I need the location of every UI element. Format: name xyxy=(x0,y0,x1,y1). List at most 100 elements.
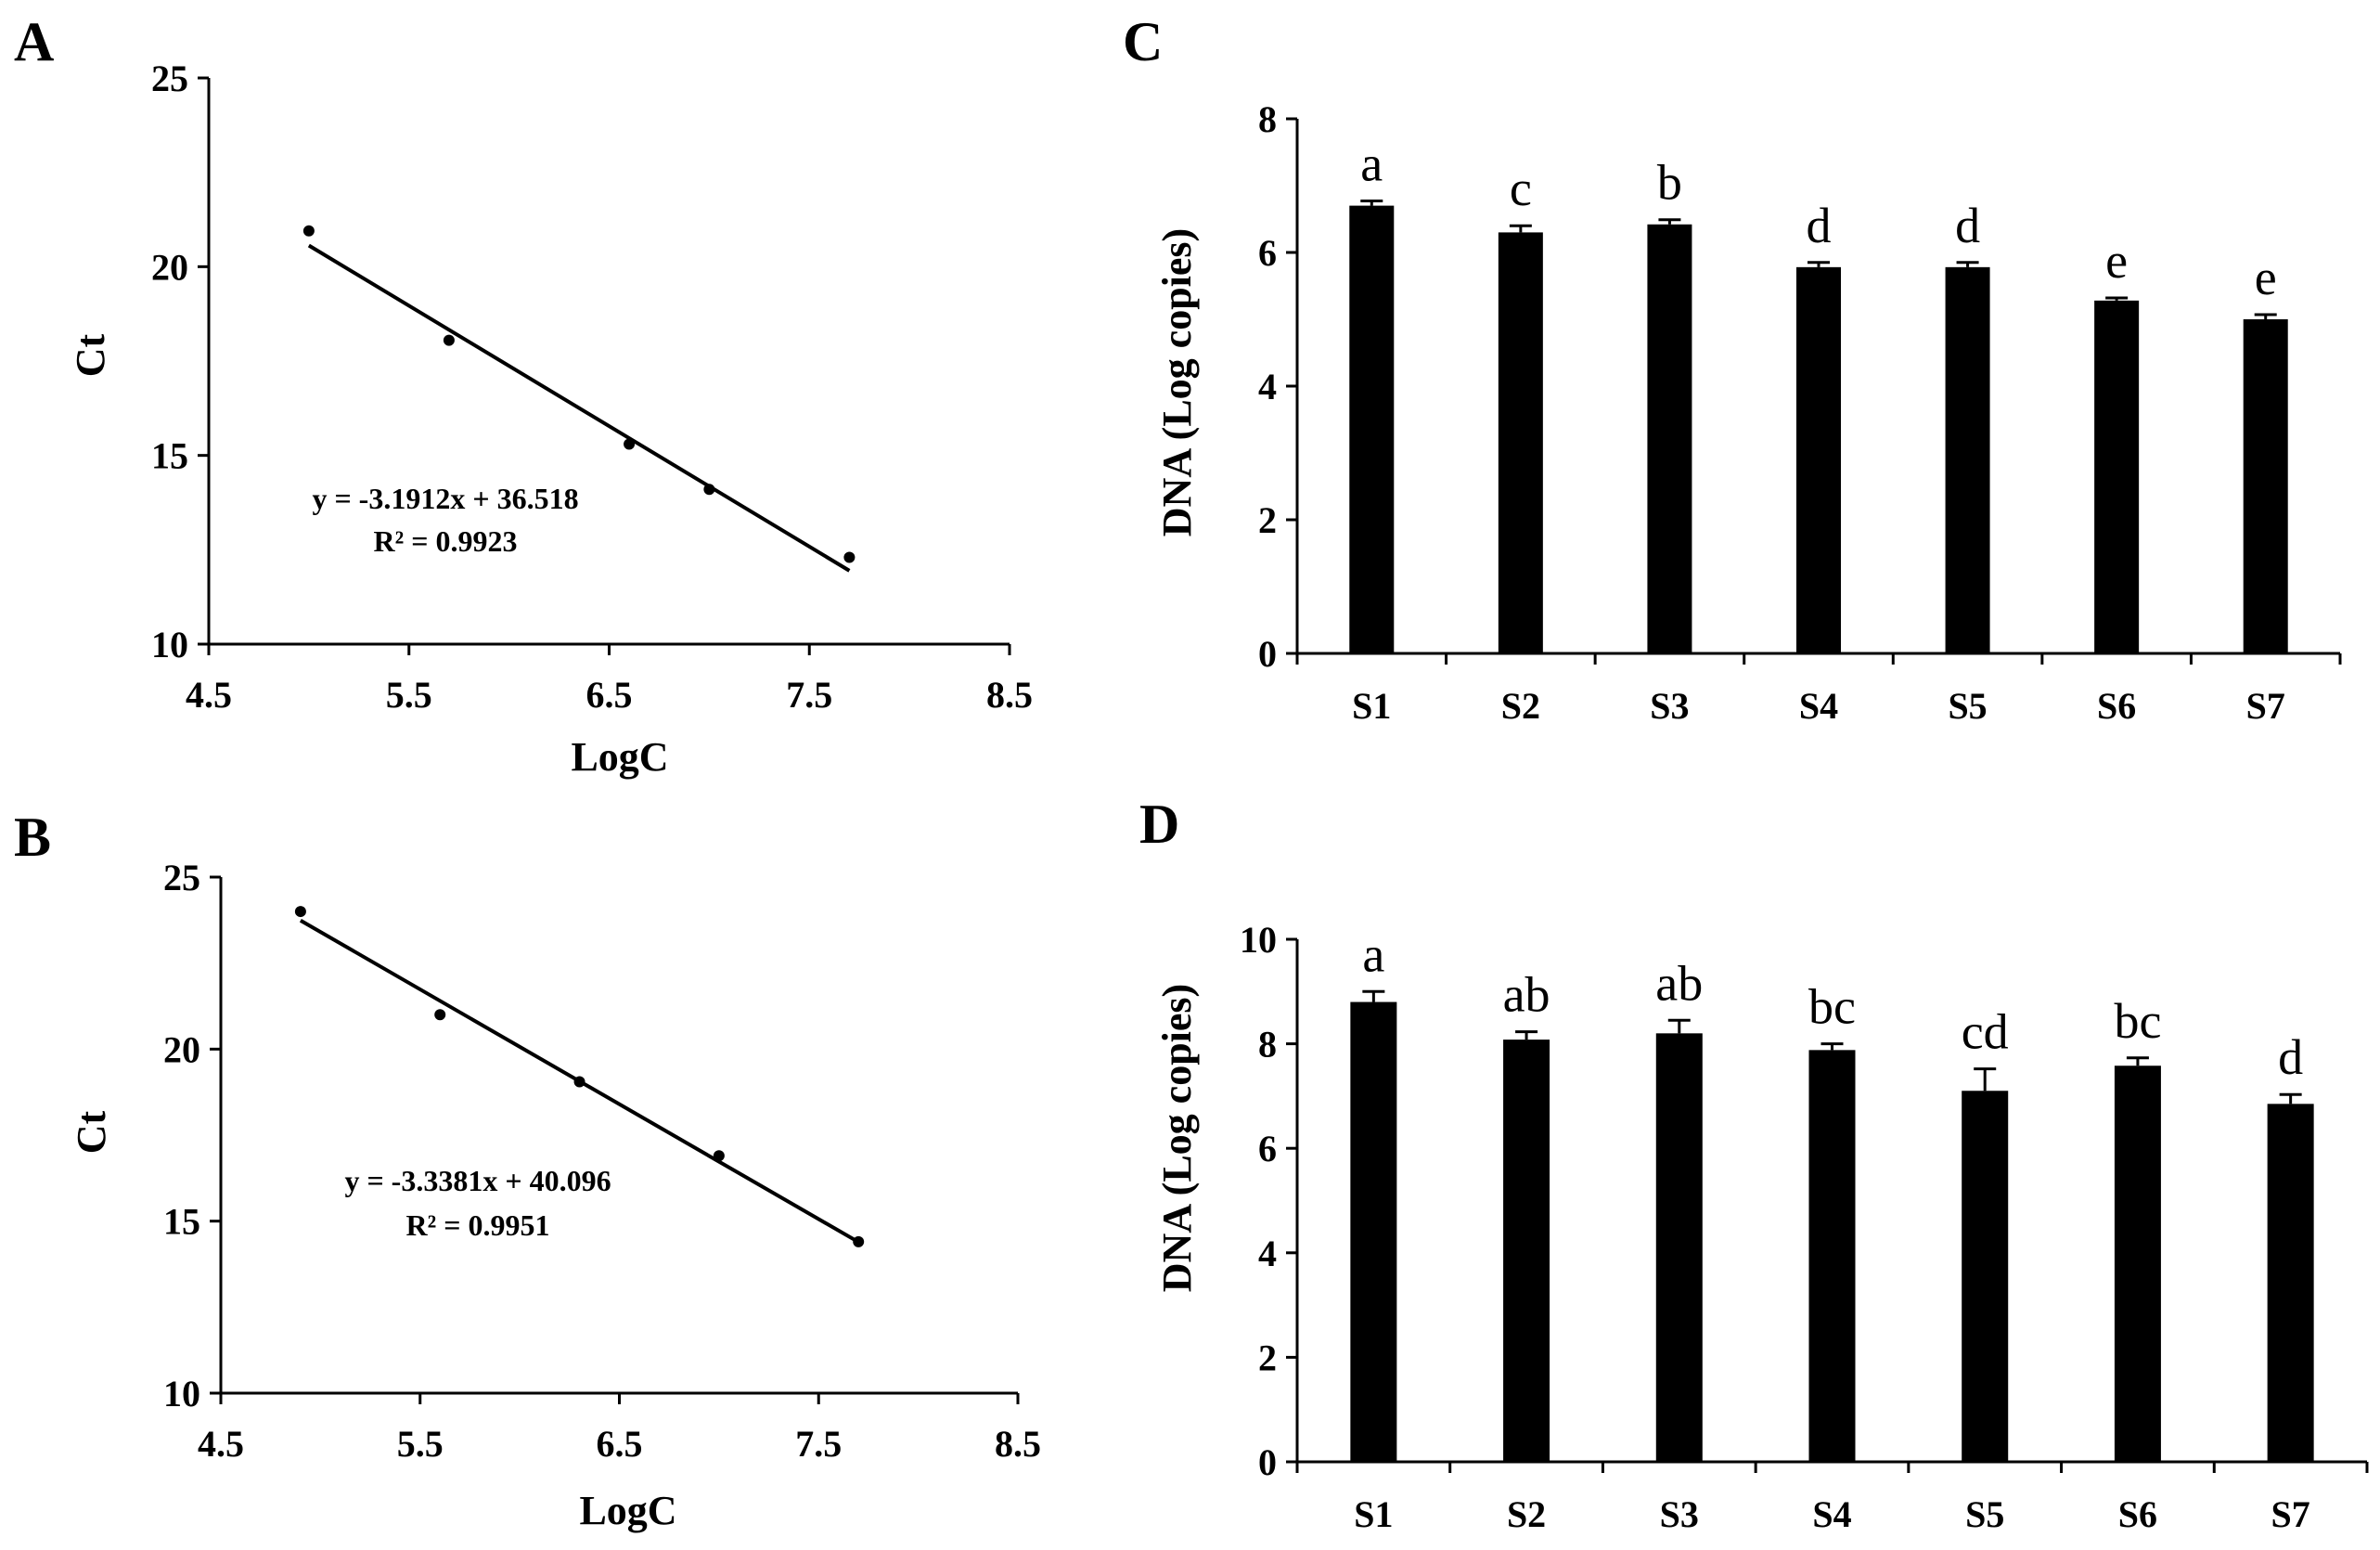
y-tick-label: 8 xyxy=(1258,1024,1277,1066)
bar xyxy=(1962,1091,2009,1462)
significance-letter: e xyxy=(2105,233,2128,289)
significance-letter: ab xyxy=(1655,955,1703,1011)
panel-a-scatter-chart: A 10 15 20 25 4.5 5.5 6.5 7.5 8.5 y = -3.1912x … xyxy=(14,11,1033,780)
data-point xyxy=(434,1009,446,1021)
y-tick-label: 4 xyxy=(1258,366,1277,407)
bar xyxy=(1655,1033,1703,1462)
bar xyxy=(1647,224,1692,653)
bar xyxy=(1349,205,1395,653)
x-tick-label: 4.5 xyxy=(198,1423,244,1465)
panel-a-x-axis-label: LogC xyxy=(571,734,668,780)
category-label: S2 xyxy=(1507,1493,1546,1535)
panel-b-r-squared: R² = 0.9951 xyxy=(406,1208,550,1242)
panel-letter-a: A xyxy=(14,11,54,72)
significance-letter: b xyxy=(1657,155,1682,211)
y-tick-label: 15 xyxy=(151,435,188,477)
data-point xyxy=(302,225,315,237)
panel-a-equation: y = -3.1912x + 36.518 xyxy=(312,482,578,515)
bar xyxy=(1945,266,1990,653)
significance-letter: d xyxy=(1807,198,1832,253)
panel-b-marks xyxy=(294,906,865,1247)
significance-letter: e xyxy=(2255,250,2277,305)
x-tick-label: 6.5 xyxy=(597,1423,643,1465)
significance-letter: ab xyxy=(1503,967,1550,1023)
panel-b-x-axis-label: LogC xyxy=(579,1488,676,1533)
y-tick-label: 2 xyxy=(1258,499,1277,541)
x-tick-label: 7.5 xyxy=(795,1423,842,1465)
panel-b-x-ticks: 4.5 5.5 6.5 7.5 8.5 xyxy=(198,1393,1041,1465)
category-label: S4 xyxy=(1812,1493,1851,1535)
bar xyxy=(2094,300,2140,653)
x-tick-label: 7.5 xyxy=(786,674,832,716)
significance-letter: a xyxy=(1362,926,1384,982)
panel-d-y-axis-label: DNA (Log copies) xyxy=(1154,984,1200,1292)
category-label: S7 xyxy=(2246,685,2285,727)
bar xyxy=(2267,1104,2314,1462)
x-tick-label: 8.5 xyxy=(995,1423,1041,1465)
y-tick-label: 20 xyxy=(151,246,188,288)
significance-letter: cd xyxy=(1962,1004,2009,1060)
significance-letter: d xyxy=(2278,1029,2303,1085)
significance-letter: d xyxy=(1955,198,1980,253)
data-point xyxy=(713,1150,725,1162)
panel-b-y-axis-label: Ct xyxy=(69,1110,114,1154)
y-tick-label: 0 xyxy=(1258,633,1277,675)
panel-b-equation: y = -3.3381x + 40.096 xyxy=(344,1164,611,1197)
category-label: S6 xyxy=(2118,1493,2157,1535)
bar xyxy=(1350,1001,1397,1462)
panel-d-bar-chart: D 0 2 4 6 8 10 a ab ab bc cd bc d S1 S2 S3 S4 S5 S6 S7 DN… xyxy=(1139,794,2369,1535)
y-tick-label: 15 xyxy=(163,1201,200,1243)
bar xyxy=(2114,1066,2161,1462)
significance-letter: bc xyxy=(2114,993,2161,1049)
panel-c-marks: a c b d d e e xyxy=(1349,136,2288,653)
y-tick-label: 8 xyxy=(1258,98,1277,140)
panel-c-y-ticks: 0 2 4 6 8 xyxy=(1258,98,1297,675)
panel-c-x-ticks: S1 S2 S3 S4 S5 S6 S7 xyxy=(1295,653,2342,727)
panel-letter-c: C xyxy=(1123,11,1163,72)
bar xyxy=(2243,319,2288,653)
panel-d-x-ticks: S1 S2 S3 S4 S5 S6 S7 xyxy=(1295,1462,2369,1535)
y-tick-label: 0 xyxy=(1258,1441,1277,1483)
data-point xyxy=(703,484,715,496)
significance-letter: bc xyxy=(1808,979,1856,1035)
bar xyxy=(1503,1040,1550,1462)
category-label: S6 xyxy=(2097,685,2136,727)
bar xyxy=(1796,266,1841,653)
data-point xyxy=(843,551,856,563)
x-tick-label: 4.5 xyxy=(186,674,232,716)
category-label: S1 xyxy=(1354,1493,1393,1535)
data-point xyxy=(624,438,636,450)
panel-d-marks: a ab ab bc cd bc d xyxy=(1350,926,2314,1462)
x-tick-label: 8.5 xyxy=(986,674,1033,716)
x-tick-label: 5.5 xyxy=(397,1423,444,1465)
trendline xyxy=(307,243,851,573)
panel-a-y-axis-label: Ct xyxy=(68,333,113,377)
y-tick-label: 10 xyxy=(1240,919,1277,961)
panel-a-y-ticks: 10 15 20 25 xyxy=(151,58,209,665)
category-label: S7 xyxy=(2271,1493,2310,1535)
y-tick-label: 10 xyxy=(151,624,188,665)
panel-c-y-axis-label: DNA (Log copies) xyxy=(1154,228,1200,536)
data-point xyxy=(443,334,455,346)
y-tick-label: 25 xyxy=(151,58,188,99)
y-tick-label: 2 xyxy=(1258,1337,1277,1378)
category-label: S3 xyxy=(1660,1493,1699,1535)
y-tick-label: 6 xyxy=(1258,232,1277,274)
category-label: S5 xyxy=(1965,1493,2004,1535)
panel-b-scatter-chart: B 10 15 20 25 4.5 5.5 6.5 7.5 8.5 y = -3.3381x … xyxy=(14,807,1041,1533)
y-tick-label: 10 xyxy=(163,1373,200,1414)
x-tick-label: 6.5 xyxy=(586,674,633,716)
panel-letter-d: D xyxy=(1139,794,1179,855)
panel-a-x-ticks: 4.5 5.5 6.5 7.5 8.5 xyxy=(186,644,1033,716)
y-tick-label: 25 xyxy=(163,857,200,898)
bar xyxy=(1808,1050,1856,1462)
panel-letter-b: B xyxy=(14,807,51,868)
panel-a-r-squared: R² = 0.9923 xyxy=(374,524,518,558)
data-point xyxy=(853,1235,865,1247)
y-tick-label: 6 xyxy=(1258,1128,1277,1169)
category-label: S3 xyxy=(1650,685,1689,727)
bar xyxy=(1498,232,1543,653)
panel-a-marks xyxy=(302,225,856,573)
panel-c-bar-chart: C 0 2 4 6 8 a c b d d e e S1 S2 S3 S4 S5 S6 S7 DNA (Log … xyxy=(1123,11,2342,727)
